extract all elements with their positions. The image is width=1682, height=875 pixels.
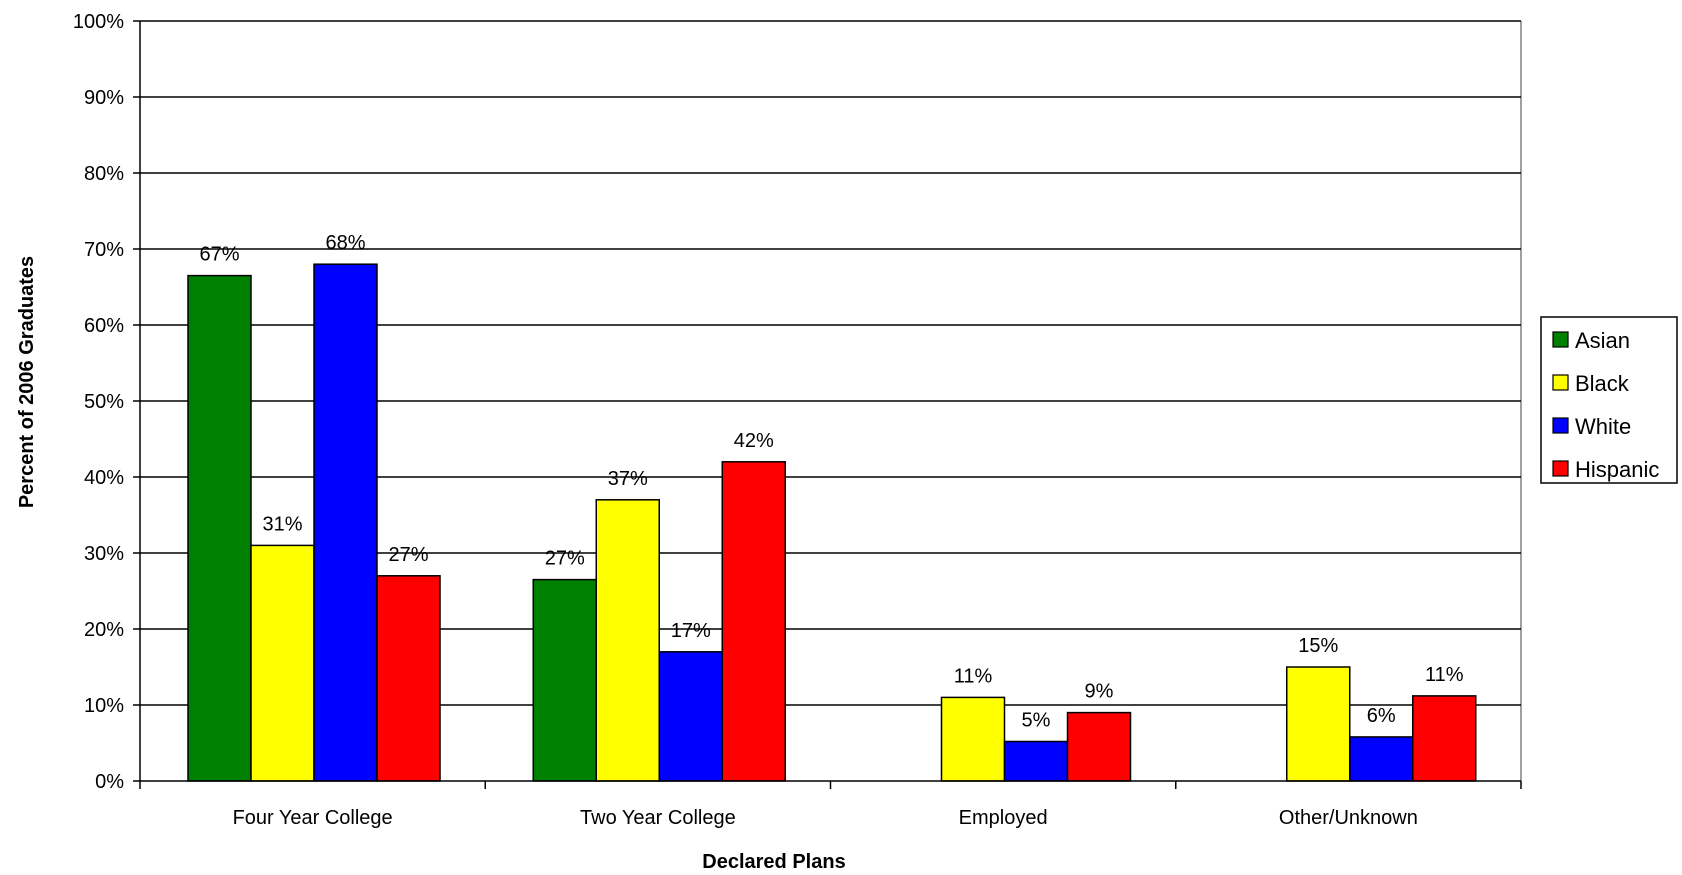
legend-swatch-asian — [1552, 331, 1569, 348]
legend-label-white: White — [1575, 414, 1631, 439]
data-label: 9% — [1085, 681, 1114, 703]
data-label: 17% — [671, 620, 711, 642]
bar-hispanic — [1066, 711, 1132, 782]
x-category-label: Employed — [959, 807, 1048, 829]
data-label: 5% — [1022, 709, 1051, 731]
y-tick-label: 70% — [84, 239, 124, 261]
y-tick-label: 50% — [84, 391, 124, 413]
data-label: 68% — [325, 232, 365, 254]
data-label: 6% — [1367, 705, 1396, 727]
y-tick-label: 90% — [84, 87, 124, 109]
y-tick-label: 80% — [84, 163, 124, 185]
x-category-label: Other/Unknown — [1279, 807, 1418, 829]
bar-white — [1349, 736, 1414, 782]
data-label: 27% — [388, 544, 428, 566]
y-tick-label: 10% — [84, 695, 124, 717]
data-label: 11% — [1425, 664, 1464, 686]
bar-black — [595, 499, 660, 782]
bar-black — [250, 544, 315, 782]
y-axis-title: Percent of 2006 Graduates — [16, 256, 38, 508]
bar-hispanic — [376, 575, 441, 782]
data-label: 27% — [545, 548, 585, 570]
data-label: 67% — [199, 244, 239, 266]
legend-label-black: Black — [1575, 371, 1630, 396]
data-label: 42% — [734, 430, 774, 452]
bar-white — [1003, 740, 1069, 782]
data-label: 15% — [1298, 635, 1338, 657]
y-tick-label: 100% — [73, 11, 124, 33]
data-label: 37% — [608, 468, 648, 490]
legend-swatch-hispanic — [1552, 460, 1569, 477]
bar-black — [1286, 666, 1351, 782]
bar-hispanic — [1412, 695, 1477, 782]
y-tick-label: 40% — [84, 467, 124, 489]
data-label: 11% — [954, 665, 993, 687]
x-axis-title: Declared Plans — [702, 851, 845, 873]
bar-black — [940, 696, 1006, 782]
bar-white — [313, 263, 378, 782]
data-labels: 67% 31% 68% 27% 27% 37% 17% 42% 11% 5% 9% 15% 6% 11% — [199, 232, 1463, 731]
legend: Asian Black White Hispanic — [1540, 316, 1678, 484]
bar-asian — [532, 578, 597, 782]
legend-label-asian: Asian — [1575, 328, 1630, 353]
y-tick-label: 0% — [95, 771, 124, 793]
y-tick-label: 20% — [84, 619, 124, 641]
legend-label-hispanic: Hispanic — [1575, 457, 1659, 482]
legend-swatch-black — [1552, 374, 1569, 391]
data-label: 31% — [262, 513, 302, 535]
bar-asian — [187, 274, 252, 782]
bar-hispanic — [721, 461, 786, 782]
y-tick-label: 30% — [84, 543, 124, 565]
x-category-label: Two Year College — [580, 807, 736, 829]
bar-white — [658, 651, 723, 782]
y-tick-label: 60% — [84, 315, 124, 337]
axes: 0% 10% 20% 30% 40% 50% 60% 70% 80% 90% 100% Four Ye… — [73, 11, 1522, 829]
x-category-label: Four Year College — [233, 807, 393, 829]
legend-swatch-white — [1552, 417, 1569, 434]
bars — [187, 263, 1477, 782]
